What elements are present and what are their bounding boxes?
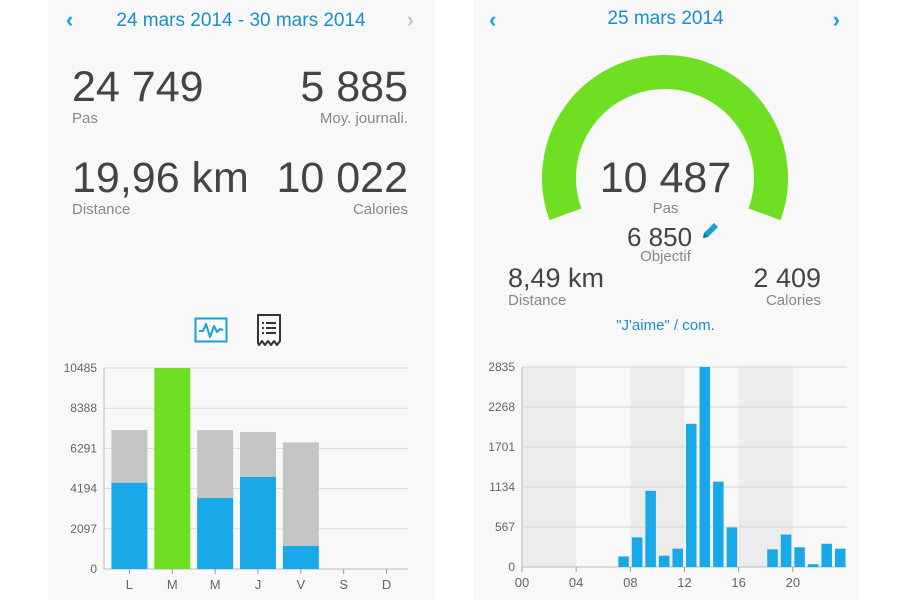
hour-bar[interactable] — [686, 423, 697, 567]
y-tick-label: 2268 — [488, 400, 515, 414]
hour-bar[interactable] — [645, 490, 656, 567]
y-tick-label: 6291 — [70, 441, 97, 455]
weekly-steps-label: Pas — [72, 110, 98, 127]
weekly-distance-value: 19,96 km — [72, 154, 249, 202]
bar-active[interactable] — [197, 498, 234, 569]
hour-bar[interactable] — [767, 549, 778, 567]
y-tick-label: 10485 — [64, 361, 98, 375]
x-tick-label: M — [167, 577, 178, 592]
activity-chart-icon[interactable] — [194, 317, 228, 348]
time-band — [630, 367, 685, 567]
x-tick-label: M — [210, 577, 221, 592]
day-title: 25 mars 2014 — [607, 8, 724, 29]
x-tick-label: 12 — [677, 575, 691, 590]
list-document-icon[interactable] — [256, 313, 282, 352]
chevron-right-icon[interactable]: › — [832, 7, 840, 32]
weekly-steps-chart: 0 2097 4194 6291 8388 10485 L M M J V S D — [64, 361, 408, 592]
weekly-calories-value: 10 022 — [276, 154, 408, 202]
hour-bar[interactable] — [807, 564, 819, 567]
bar-remaining[interactable] — [240, 431, 276, 477]
pencil-icon[interactable] — [700, 221, 720, 246]
y-tick-label: 4194 — [70, 482, 97, 496]
goal-label: Objectif — [640, 248, 691, 265]
x-tick-label: V — [297, 577, 306, 592]
hour-bar[interactable] — [699, 367, 711, 567]
week-range-title: 24 mars 2014 - 30 mars 2014 — [116, 10, 366, 31]
bar-active[interactable] — [282, 545, 319, 569]
x-tick-label: D — [382, 577, 391, 592]
hour-bar[interactable] — [821, 543, 832, 567]
daily-panel: ‹ 25 mars 2014 › 10 487 Pas 6 850 Object… — [473, 0, 858, 600]
x-tick-label: 16 — [731, 575, 745, 590]
weekly-calories-label: Calories — [352, 201, 408, 218]
weekly-distance-label: Distance — [72, 201, 131, 218]
steps-gauge-arc — [542, 55, 788, 221]
week-navigation: ‹ 24 mars 2014 - 30 mars 2014 › — [48, 0, 434, 42]
x-tick-label: 00 — [515, 575, 529, 590]
bar-active[interactable] — [154, 368, 191, 569]
bar-remaining[interactable] — [282, 442, 319, 546]
steps-gauge — [542, 55, 788, 221]
hour-bar[interactable] — [780, 534, 792, 567]
hour-bar[interactable] — [618, 556, 629, 567]
hour-bar[interactable] — [658, 555, 670, 567]
hour-bar[interactable] — [834, 548, 846, 567]
hour-bar[interactable] — [672, 548, 683, 567]
x-tick-label: L — [126, 577, 133, 592]
x-tick-label: 04 — [569, 575, 583, 590]
daily-distance-value: 8,49 km — [508, 263, 605, 293]
chevron-left-icon[interactable]: ‹ — [66, 7, 74, 32]
chevron-right-icon[interactable]: › — [406, 7, 414, 32]
x-tick-label: 08 — [623, 575, 637, 590]
daily-average-value: 5 885 — [300, 63, 408, 111]
y-tick-label: 567 — [495, 520, 515, 534]
hour-bar[interactable] — [713, 481, 724, 567]
daily-steps-label: Pas — [652, 200, 679, 217]
goal-value: 6 850 — [627, 222, 693, 252]
y-tick-label: 1134 — [489, 480, 515, 494]
hour-bar[interactable] — [794, 547, 805, 567]
likes-comments-link[interactable]: "J'aime" / com. — [616, 317, 715, 334]
y-tick-label: 0 — [508, 560, 515, 574]
bar-active[interactable] — [240, 476, 276, 569]
hour-bar[interactable] — [726, 527, 738, 567]
x-tick-label: S — [339, 577, 348, 592]
time-band — [522, 367, 577, 567]
daily-average-label: Moy. journali. — [319, 110, 408, 127]
y-tick-label: 1701 — [488, 440, 515, 454]
chevron-left-icon[interactable]: ‹ — [489, 7, 497, 32]
weekly-steps-value: 24 749 — [72, 63, 204, 111]
y-tick-label: 8388 — [70, 401, 97, 415]
y-tick-label: 2835 — [488, 360, 515, 374]
y-tick-label: 2097 — [70, 522, 97, 536]
time-band — [738, 367, 793, 567]
x-tick-label: J — [255, 577, 262, 592]
hour-bar[interactable] — [631, 537, 643, 567]
x-tick-label: 20 — [786, 575, 800, 590]
daily-calories-value: 2 409 — [753, 263, 821, 293]
hourly-steps-chart: 0 567 1134 1701 2268 2835 00 04 08 12 16 20 — [488, 360, 847, 590]
y-tick-label: 0 — [90, 562, 97, 576]
daily-distance-label: Distance — [508, 292, 567, 309]
bar-active[interactable] — [111, 482, 148, 569]
daily-calories-label: Calories — [765, 292, 821, 309]
bar-remaining[interactable] — [197, 430, 234, 499]
bar-remaining[interactable] — [111, 430, 148, 483]
weekly-panel: ‹ 24 mars 2014 - 30 mars 2014 › 24 749 P… — [48, 0, 434, 600]
day-navigation: ‹ 25 mars 2014 › — [473, 0, 858, 42]
daily-steps-value: 10 487 — [599, 154, 732, 202]
